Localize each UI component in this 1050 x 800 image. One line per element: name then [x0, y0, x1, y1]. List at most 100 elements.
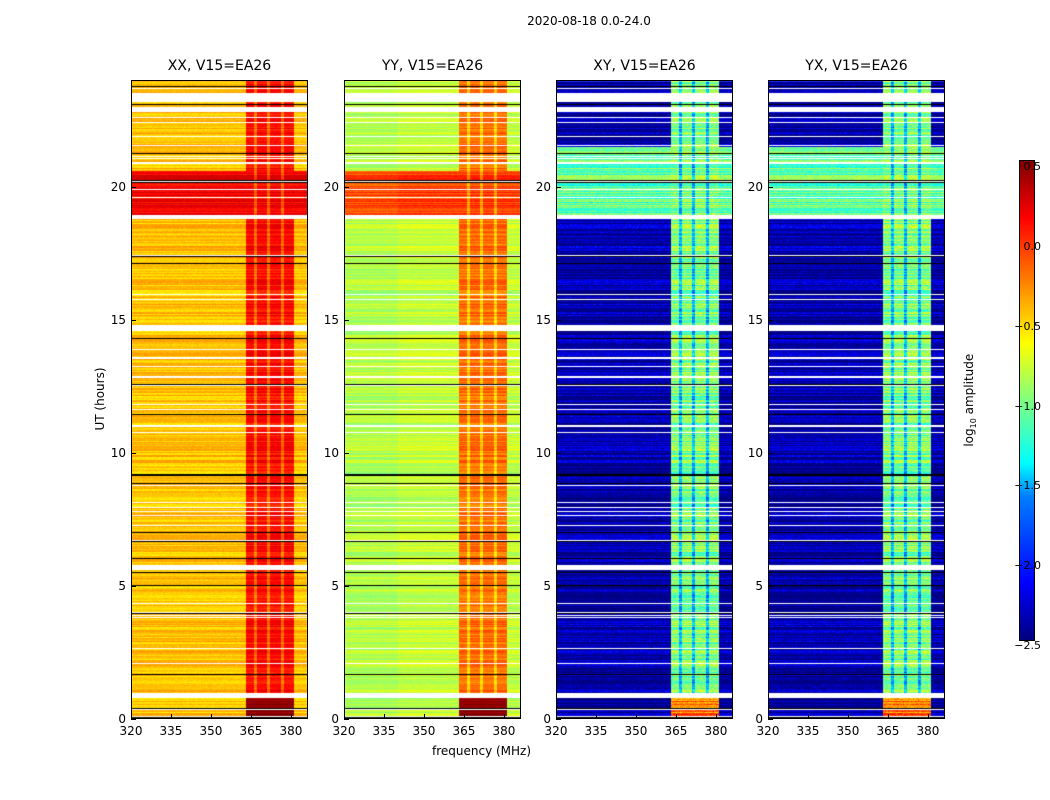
y-tick-label: 20 [110, 179, 126, 194]
x-tick-label: 365 [452, 724, 476, 738]
colorbar [1019, 160, 1035, 641]
y-tick-label: 0 [755, 712, 763, 726]
x-tick-label: 365 [239, 724, 263, 738]
figure-title: 2020-08-18 0.0-24.0 [527, 14, 651, 28]
x-tick-mark [290, 714, 292, 719]
heatmap-panel-1: XX, V15=EA26 320 335 350 365 380 0 5 10 15 20 [111, 58, 308, 738]
y-tick-label: 10 [110, 445, 126, 460]
x-tick-label: 380 [492, 724, 516, 738]
x-tick-mark [170, 714, 172, 719]
x-tick-mark [768, 714, 769, 719]
y-tick-label: 5 [331, 578, 339, 593]
x-tick-label: 335 [159, 724, 183, 738]
y-tick-mark [768, 186, 773, 188]
x-tick-mark [635, 714, 637, 719]
y-tick-mark [344, 186, 349, 188]
y-tick-mark [344, 719, 349, 720]
colorbar-tick-text: 0.5 [1023, 160, 1042, 173]
x-tick-mark [847, 714, 849, 719]
x-tick-mark [423, 714, 425, 719]
y-tick-mark [131, 719, 136, 720]
colorbar-tick-text: −0.5 [1014, 319, 1041, 333]
panel-title: XY, V15=EA26 [593, 58, 696, 74]
x-tick-label: 350 [412, 724, 436, 738]
y-tick-label: 5 [543, 578, 551, 593]
y-tick-mark [768, 452, 773, 454]
y-tick-label: 10 [323, 445, 339, 460]
x-tick-label: 320 [332, 724, 356, 738]
heatmap-image [556, 80, 733, 719]
y-tick-mark [556, 452, 561, 454]
y-tick-mark [344, 319, 349, 321]
y-tick-mark [131, 319, 136, 321]
x-tick-mark [675, 714, 677, 719]
y-axis-label: UT (hours) [93, 367, 107, 431]
x-tick-label: 380 [704, 724, 728, 738]
y-tick-mark [131, 186, 136, 188]
panel-title: YY, V15=EA26 [381, 58, 484, 74]
x-tick-label: 320 [119, 724, 143, 738]
x-tick-label: 365 [876, 724, 900, 738]
x-tick-label: 350 [624, 724, 648, 738]
x-tick-label: 380 [916, 724, 940, 738]
heatmap-panel-4: YX, V15=EA26 320 335 350 365 380 0 5 10 15 20 [748, 58, 945, 738]
panel-title: YX, V15=EA26 [805, 58, 908, 74]
heatmap-image [131, 80, 308, 719]
x-tick-label: 350 [199, 724, 223, 738]
x-tick-mark [503, 714, 505, 719]
y-tick-label: 15 [747, 312, 763, 327]
y-tick-label: 0 [118, 712, 126, 726]
colorbar-tick-text: −1.0 [1014, 399, 1041, 413]
y-tick-mark [131, 452, 136, 454]
x-tick-label: 335 [584, 724, 608, 738]
y-tick-mark [768, 585, 773, 587]
x-tick-mark [887, 714, 889, 719]
heatmap-panel-3: XY, V15=EA26 320 335 350 365 380 0 5 10 15 20 [536, 58, 733, 738]
y-tick-label: 10 [747, 445, 763, 460]
x-tick-mark [344, 714, 345, 719]
y-tick-label: 15 [110, 312, 126, 327]
heatmap-image [768, 80, 945, 719]
x-tick-mark [595, 714, 597, 719]
colorbar-label-prefix: log [961, 428, 976, 447]
y-tick-label: 15 [323, 312, 339, 327]
y-tick-label: 10 [535, 445, 551, 460]
y-tick-mark [556, 319, 561, 321]
colorbar-tick-text: −2.0 [1014, 559, 1041, 573]
x-tick-mark [463, 714, 465, 719]
y-tick-mark [768, 319, 773, 321]
y-tick-label: 0 [331, 712, 339, 726]
x-tick-label: 335 [372, 724, 396, 738]
y-tick-mark [556, 186, 561, 188]
colorbar-label-sub: 10 [969, 418, 979, 429]
heatmap-panel-2: YY, V15=EA26 320 335 350 365 380 0 5 10 15 20 [324, 58, 521, 738]
y-tick-mark [556, 719, 561, 720]
heatmap-image [344, 80, 521, 719]
x-tick-mark [807, 714, 809, 719]
y-tick-mark [131, 585, 136, 587]
y-tick-mark [344, 585, 349, 587]
y-tick-mark [768, 719, 773, 720]
y-tick-label: 5 [118, 578, 126, 593]
y-tick-mark [556, 585, 561, 587]
x-tick-label: 380 [279, 724, 303, 738]
x-tick-mark [131, 714, 132, 719]
x-axis-label: frequency (MHz) [432, 744, 532, 758]
x-tick-mark [250, 714, 252, 719]
panel-title: XX, V15=EA26 [167, 58, 272, 74]
colorbar-tick-text: −1.5 [1014, 479, 1041, 493]
colorbar-label-suffix: amplitude [961, 353, 976, 419]
colorbar-label: log10 amplitude [962, 335, 978, 465]
y-tick-label: 20 [747, 179, 763, 194]
x-tick-label: 320 [756, 724, 780, 738]
x-tick-label: 350 [836, 724, 860, 738]
x-tick-label: 320 [544, 724, 568, 738]
x-tick-label: 365 [664, 724, 688, 738]
x-tick-mark [927, 714, 929, 719]
colorbar-tick-text: 0.0 [1023, 239, 1042, 253]
y-tick-label: 5 [755, 578, 763, 593]
y-tick-label: 20 [535, 179, 551, 194]
y-tick-label: 20 [323, 179, 339, 194]
x-tick-mark [556, 714, 557, 719]
